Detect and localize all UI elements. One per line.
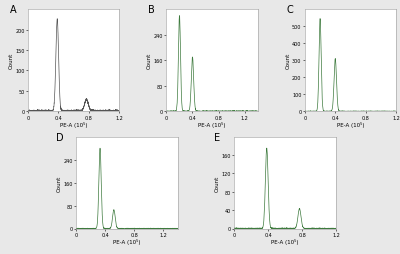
Y-axis label: Count: Count <box>57 175 62 191</box>
X-axis label: PE-A (10⁵): PE-A (10⁵) <box>337 122 364 128</box>
Text: C: C <box>287 5 294 15</box>
Text: E: E <box>214 133 220 142</box>
X-axis label: PE-A (10⁵): PE-A (10⁵) <box>113 239 141 244</box>
Text: B: B <box>148 5 155 15</box>
Y-axis label: Count: Count <box>286 53 291 69</box>
Y-axis label: Count: Count <box>147 53 152 69</box>
Y-axis label: Count: Count <box>215 175 220 191</box>
Y-axis label: Count: Count <box>9 53 14 69</box>
Text: D: D <box>56 133 63 142</box>
Text: A: A <box>10 5 16 15</box>
X-axis label: PE-A (10⁵): PE-A (10⁵) <box>198 122 226 128</box>
X-axis label: PE-A (10⁵): PE-A (10⁵) <box>60 122 87 128</box>
X-axis label: PE-A (10⁵): PE-A (10⁵) <box>271 239 299 244</box>
